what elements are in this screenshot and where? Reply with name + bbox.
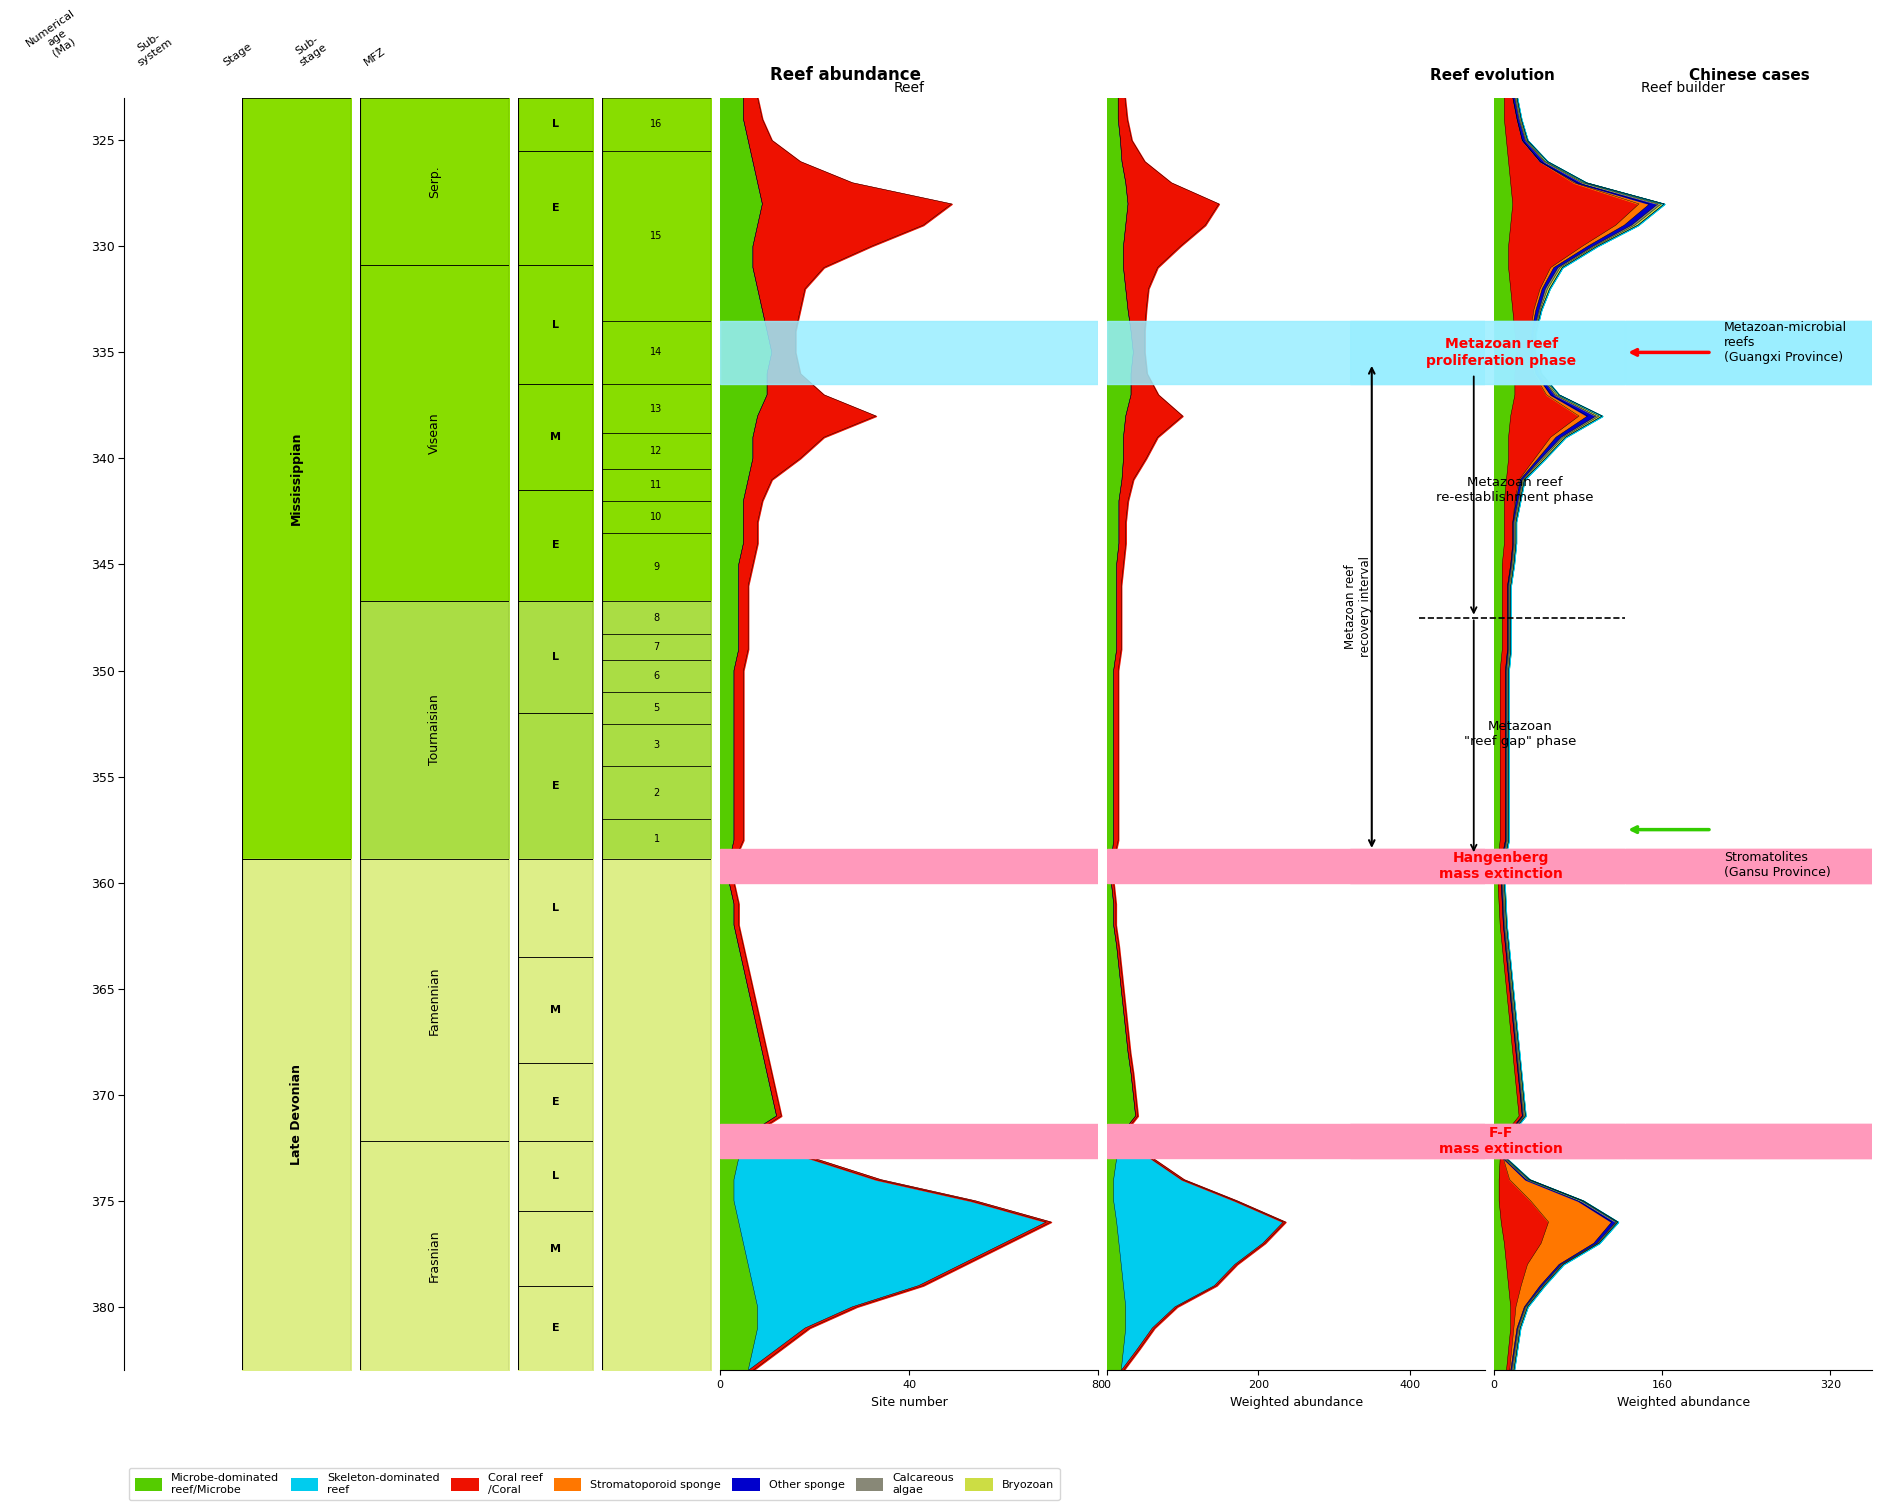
Text: Metazoan reef
proliferation phase: Metazoan reef proliferation phase — [1426, 337, 1576, 367]
Bar — [1625, 849, 1872, 883]
Text: E: E — [551, 1098, 559, 1107]
Text: Sub-
system: Sub- system — [129, 27, 175, 68]
Text: Serp.: Serp. — [428, 166, 441, 199]
Text: M: M — [549, 1005, 561, 1015]
Bar — [720, 1125, 1099, 1158]
Text: 14: 14 — [650, 348, 663, 357]
Text: E: E — [551, 203, 559, 214]
Text: M: M — [549, 1244, 561, 1253]
Text: L: L — [551, 1172, 559, 1181]
X-axis label: Weighted abundance: Weighted abundance — [1230, 1396, 1363, 1408]
Text: 13: 13 — [650, 404, 663, 414]
Bar — [720, 849, 1099, 883]
Bar — [1494, 321, 1872, 384]
Text: Metazoan reef
recovery interval: Metazoan reef recovery interval — [1344, 556, 1373, 658]
Bar — [1625, 1125, 1872, 1158]
Text: Famennian: Famennian — [428, 967, 441, 1035]
Text: Hangenberg
mass extinction: Hangenberg mass extinction — [1439, 851, 1563, 881]
Text: 7: 7 — [654, 642, 660, 652]
Bar — [1106, 321, 1485, 384]
X-axis label: Weighted abundance: Weighted abundance — [1616, 1396, 1749, 1408]
Text: Mississippian: Mississippian — [291, 432, 302, 526]
Text: 5: 5 — [654, 703, 660, 712]
Text: 12: 12 — [650, 446, 663, 456]
Text: 16: 16 — [650, 119, 663, 130]
Text: L: L — [551, 652, 559, 661]
Text: Metazoan reef
re-establishment phase: Metazoan reef re-establishment phase — [1437, 476, 1593, 505]
Text: 10: 10 — [650, 512, 663, 521]
Text: Reef evolution: Reef evolution — [1430, 68, 1555, 83]
Text: Numerical
age
(Ma): Numerical age (Ma) — [25, 8, 89, 68]
Text: 2: 2 — [654, 788, 660, 798]
Text: M: M — [549, 432, 561, 443]
Title: Reef: Reef — [893, 81, 924, 95]
Text: 15: 15 — [650, 230, 663, 241]
Title: Reef builder: Reef builder — [1641, 81, 1724, 95]
Text: Tournaisian: Tournaisian — [428, 694, 441, 765]
Text: 1: 1 — [654, 834, 660, 845]
Text: 9: 9 — [654, 562, 660, 572]
Text: 6: 6 — [654, 670, 660, 681]
Text: 11: 11 — [650, 480, 663, 489]
Legend: Microbe-dominated
reef/Microbe, Skeleton-dominated
reef, Coral reef
/Coral, Stro: Microbe-dominated reef/Microbe, Skeleton… — [129, 1468, 1059, 1500]
X-axis label: Site number: Site number — [871, 1396, 947, 1408]
Bar — [1350, 849, 1625, 883]
Text: E: E — [551, 541, 559, 550]
Text: Metazoan
"reef gap" phase: Metazoan "reef gap" phase — [1464, 720, 1576, 748]
Bar — [1350, 1125, 1625, 1158]
Bar — [1494, 849, 1872, 883]
Bar — [1494, 1125, 1872, 1158]
Text: L: L — [551, 119, 559, 130]
Text: 8: 8 — [654, 613, 660, 622]
Text: Frasnian: Frasnian — [428, 1229, 441, 1282]
Text: L: L — [551, 319, 559, 330]
Bar — [1106, 1125, 1485, 1158]
Bar — [720, 321, 1099, 384]
Text: Chinese cases: Chinese cases — [1688, 68, 1810, 83]
Text: Late Devonian: Late Devonian — [291, 1065, 302, 1166]
Text: Visean: Visean — [428, 413, 441, 453]
Text: F-F
mass extinction: F-F mass extinction — [1439, 1126, 1563, 1157]
Text: E: E — [551, 782, 559, 791]
Bar — [1350, 321, 1625, 384]
Text: Reef abundance: Reef abundance — [770, 66, 922, 84]
Text: MFZ: MFZ — [361, 47, 388, 68]
Text: Sub-
stage: Sub- stage — [291, 32, 329, 68]
Text: Stage: Stage — [222, 41, 253, 68]
Text: E: E — [551, 1324, 559, 1333]
Bar — [1106, 849, 1485, 883]
Text: Metazoan-microbial
reefs
(Guangxi Province): Metazoan-microbial reefs (Guangxi Provin… — [1724, 321, 1848, 363]
Text: Stromatolites
(Gansu Province): Stromatolites (Gansu Province) — [1724, 851, 1831, 880]
Text: L: L — [551, 904, 559, 913]
Text: 3: 3 — [654, 739, 660, 750]
Bar — [1625, 321, 1872, 384]
